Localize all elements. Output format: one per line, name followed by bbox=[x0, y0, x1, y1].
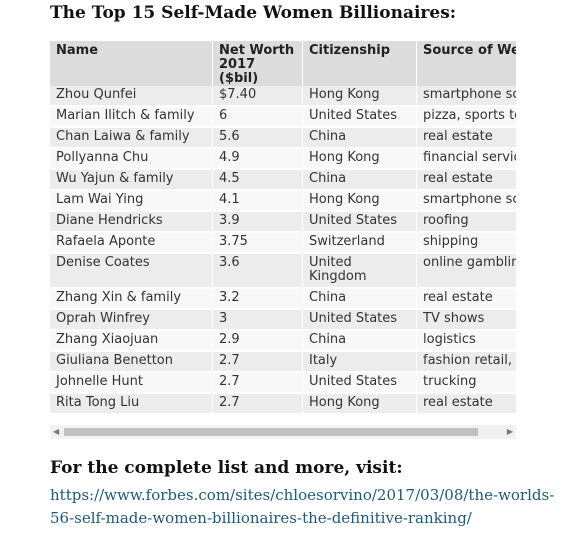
source-cell: online gambling bbox=[417, 254, 516, 289]
citizenship-cell: United States bbox=[303, 107, 417, 128]
source-cell: trucking bbox=[417, 373, 516, 394]
source-cell: financial services bbox=[417, 149, 516, 170]
source-cell: smartphone screens bbox=[417, 86, 516, 107]
source-cell: TV shows bbox=[417, 310, 516, 331]
page-heading: The Top 15 Self-Made Women Billionaires: bbox=[50, 3, 457, 23]
table-row: Chan Laiwa & family 5.6 China real estate bbox=[50, 128, 516, 149]
net-worth-cell: 3.2 bbox=[213, 289, 303, 310]
column-header-source: Source of Wealth bbox=[417, 41, 516, 86]
forbes-link[interactable]: https://www.forbes.com/sites/chloesorvin… bbox=[50, 486, 555, 527]
citizenship-cell: Switzerland bbox=[303, 233, 417, 254]
name-cell: Lam Wai Ying bbox=[50, 191, 213, 212]
name-cell: Zhang Xiaojuan bbox=[50, 331, 213, 352]
citizenship-cell: China bbox=[303, 289, 417, 310]
source-cell: real estate bbox=[417, 394, 516, 415]
source-cell: smartphone screens bbox=[417, 191, 516, 212]
name-cell: Oprah Winfrey bbox=[50, 310, 213, 331]
net-worth-cell: 3.6 bbox=[213, 254, 303, 289]
name-cell: Johnelle Hunt bbox=[50, 373, 213, 394]
net-worth-cell: 4.9 bbox=[213, 149, 303, 170]
net-worth-cell: 4.5 bbox=[213, 170, 303, 191]
name-cell: Rafaela Aponte bbox=[50, 233, 213, 254]
name-cell: Zhou Qunfei bbox=[50, 86, 213, 107]
source-cell: roofing bbox=[417, 212, 516, 233]
citizenship-cell: Hong Kong bbox=[303, 394, 417, 415]
visit-heading: For the complete list and more, visit: bbox=[50, 458, 403, 478]
column-header-name: Name bbox=[50, 41, 213, 86]
table-row: Marian Ilitch & family 6 United States pizz… bbox=[50, 107, 516, 128]
name-cell: Pollyanna Chu bbox=[50, 149, 213, 170]
net-worth-cell: $7.40 bbox=[213, 86, 303, 107]
name-cell: Zhang Xin & family bbox=[50, 289, 213, 310]
source-cell: logistics bbox=[417, 331, 516, 352]
source-cell: real estate bbox=[417, 289, 516, 310]
table-row: Diane Hendricks 3.9 United States roofing bbox=[50, 212, 516, 233]
table-scroll-container[interactable]: Name Net Worth 2017 ($bil) Citizenship S… bbox=[50, 41, 516, 424]
table-row: Rita Tong Liu 2.7 Hong Kong real estate bbox=[50, 394, 516, 415]
net-worth-header-text: Net Worth 2017 ($bil) bbox=[219, 43, 295, 86]
net-worth-cell: 2.7 bbox=[213, 394, 303, 415]
citizenship-cell: United States bbox=[303, 310, 417, 331]
citizenship-cell: China bbox=[303, 128, 417, 149]
net-worth-cell: 2.9 bbox=[213, 331, 303, 352]
table-row: Oprah Winfrey 3 United States TV shows bbox=[50, 310, 516, 331]
table-header-row: Name Net Worth 2017 ($bil) Citizenship S… bbox=[50, 41, 516, 86]
source-cell: real estate bbox=[417, 128, 516, 149]
source-cell: shipping bbox=[417, 233, 516, 254]
name-cell: Denise Coates bbox=[50, 254, 213, 289]
table-row: Johnelle Hunt 2.7 United States trucking bbox=[50, 373, 516, 394]
name-cell: Marian Ilitch & family bbox=[50, 107, 213, 128]
table-row: Rafaela Aponte 3.75 Switzerland shipping bbox=[50, 233, 516, 254]
net-worth-cell: 4.1 bbox=[213, 191, 303, 212]
name-cell: Giuliana Benetton bbox=[50, 352, 213, 373]
citizenship-cell: United States bbox=[303, 212, 417, 233]
scroll-left-arrow-icon[interactable]: ◀ bbox=[53, 427, 60, 436]
net-worth-cell: 5.6 bbox=[213, 128, 303, 149]
source-cell: fashion retail, investments bbox=[417, 352, 516, 373]
name-cell: Diane Hendricks bbox=[50, 212, 213, 233]
name-cell: Wu Yajun & family bbox=[50, 170, 213, 191]
table-row: Wu Yajun & family 4.5 China real estate bbox=[50, 170, 516, 191]
name-cell: Chan Laiwa & family bbox=[50, 128, 213, 149]
table-row: Denise Coates 3.6 United Kingdom online gam… bbox=[50, 254, 516, 289]
citizenship-cell: China bbox=[303, 170, 417, 191]
net-worth-cell: 2.7 bbox=[213, 352, 303, 373]
scrollbar-thumb[interactable] bbox=[64, 428, 478, 436]
net-worth-cell: 3.75 bbox=[213, 233, 303, 254]
horizontal-scrollbar[interactable]: ◀ ▶ bbox=[50, 425, 516, 439]
net-worth-cell: 2.7 bbox=[213, 373, 303, 394]
citizenship-cell: United Kingdom bbox=[303, 254, 417, 289]
citizenship-cell: Italy bbox=[303, 352, 417, 373]
source-cell: pizza, sports teams bbox=[417, 107, 516, 128]
scroll-right-arrow-icon[interactable]: ▶ bbox=[506, 427, 513, 436]
citizenship-cell: Hong Kong bbox=[303, 86, 417, 107]
name-cell: Rita Tong Liu bbox=[50, 394, 213, 415]
table-row: Giuliana Benetton 2.7 Italy fashion retail,… bbox=[50, 352, 516, 373]
net-worth-cell: 6 bbox=[213, 107, 303, 128]
citizenship-cell: United States bbox=[303, 373, 417, 394]
net-worth-cell: 3 bbox=[213, 310, 303, 331]
column-header-citizenship: Citizenship bbox=[303, 41, 417, 86]
citizenship-cell: Hong Kong bbox=[303, 191, 417, 212]
citizenship-cell: Hong Kong bbox=[303, 149, 417, 170]
column-header-net-worth: Net Worth 2017 ($bil) bbox=[213, 41, 303, 86]
net-worth-cell: 3.9 bbox=[213, 212, 303, 233]
source-cell: real estate bbox=[417, 170, 516, 191]
table-row: Zhang Xiaojuan 2.9 China logistics bbox=[50, 331, 516, 352]
table-row: Zhang Xin & family 3.2 China real estate bbox=[50, 289, 516, 310]
citizenship-cell: China bbox=[303, 331, 417, 352]
table-row: Pollyanna Chu 4.9 Hong Kong financial servi… bbox=[50, 149, 516, 170]
billionaires-table: Name Net Worth 2017 ($bil) Citizenship S… bbox=[50, 41, 516, 415]
